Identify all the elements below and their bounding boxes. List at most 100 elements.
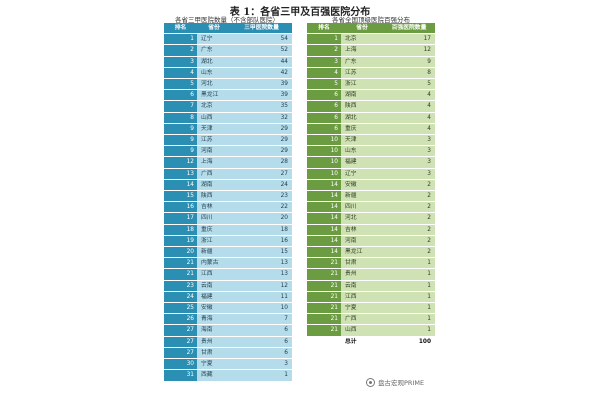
table-row: 14 湖南 24 [164, 179, 292, 192]
count-cell: 1 [231, 369, 292, 382]
rank-cell: 21 [164, 257, 197, 270]
rank-cell: 5 [307, 78, 341, 91]
count-cell: 29 [231, 134, 292, 147]
count-cell: 2 [383, 224, 435, 236]
count-cell: 6 [231, 347, 292, 360]
table-row: 17 四川 20 [164, 212, 292, 225]
province-cell: 重庆 [197, 224, 231, 236]
table-row: 21 内蒙古 13 [164, 257, 292, 270]
table-row: 14 新疆 2 [307, 190, 435, 203]
rank-cell: 14 [307, 212, 341, 225]
rank-cell: 21 [307, 324, 341, 337]
count-cell: 15 [231, 246, 292, 259]
table-row: 14 河南 2 [307, 235, 435, 248]
rank-cell: 6 [307, 100, 341, 113]
table-row: 5 河北 39 [164, 78, 292, 91]
province-cell: 甘肃 [341, 257, 383, 270]
table-row: 2 广东 52 [164, 44, 292, 57]
table-row: 6 重庆 4 [307, 123, 435, 136]
table-row: 21 山西 1 [307, 324, 435, 337]
province-cell: 青海 [197, 313, 231, 326]
rank-cell: 19 [164, 235, 197, 248]
province-cell: 河南 [197, 145, 231, 158]
table-row: 9 江苏 29 [164, 134, 292, 147]
count-cell: 13 [231, 257, 292, 270]
rank-cell: 18 [164, 224, 197, 236]
rank-cell: 21 [307, 268, 341, 281]
rank-cell: 8 [164, 112, 197, 124]
table-row: 21 贵州 1 [307, 268, 435, 281]
table-row: 3 广东 9 [307, 56, 435, 68]
province-cell: 湖南 [197, 179, 231, 192]
table-header-row: 排名 省份 三甲医院数量 [164, 23, 292, 35]
rank-cell: 10 [307, 145, 341, 158]
table-row: 21 广西 1 [307, 313, 435, 326]
table-row: 5 浙江 5 [307, 78, 435, 91]
rank-cell: 9 [164, 134, 197, 147]
table-row: 27 甘肃 6 [164, 347, 292, 360]
page-title: 表 1：各省三甲及百强医院分布 [229, 7, 371, 18]
count-cell: 39 [231, 78, 292, 91]
table-row: 10 天津 3 [307, 134, 435, 147]
count-cell: 11 [231, 291, 292, 304]
table-row: 2 上海 12 [307, 44, 435, 57]
province-cell: 广东 [197, 44, 231, 57]
province-cell: 山西 [197, 112, 231, 124]
province-cell: 内蒙古 [197, 257, 231, 270]
rank-cell: 7 [164, 100, 197, 113]
count-cell: 28 [231, 156, 292, 169]
province-cell: 贵州 [341, 268, 383, 281]
table-row: 6 湖南 4 [307, 89, 435, 102]
province-cell: 广西 [197, 168, 231, 180]
count-cell: 7 [231, 313, 292, 326]
province-cell: 安徽 [197, 302, 231, 315]
table-row: 27 贵州 6 [164, 336, 292, 348]
count-cell: 2 [383, 235, 435, 248]
rank-cell: 14 [307, 190, 341, 203]
province-cell: 湖南 [341, 89, 383, 102]
table-row: 30 宁夏 3 [164, 358, 292, 371]
province-cell: 重庆 [341, 123, 383, 136]
province-cell: 新疆 [341, 190, 383, 203]
count-cell: 54 [231, 33, 292, 46]
count-cell: 3 [383, 168, 435, 180]
count-cell: 32 [231, 112, 292, 124]
table-row: 1 北京 17 [307, 33, 435, 46]
table-row: 14 河北 2 [307, 212, 435, 225]
table-row: 12 上海 28 [164, 156, 292, 169]
province-cell: 广西 [341, 313, 383, 326]
rank-cell: 21 [307, 257, 341, 270]
province-cell: 河南 [341, 235, 383, 248]
province-cell: 广东 [341, 56, 383, 68]
count-cell: 2 [383, 179, 435, 192]
rank-cell: 6 [164, 89, 197, 102]
table-row: 16 吉林 22 [164, 201, 292, 214]
province-cell: 贵州 [197, 336, 231, 348]
rank-cell: 10 [307, 156, 341, 169]
count-cell: 5 [383, 78, 435, 91]
rank-cell: 9 [164, 123, 197, 136]
rank-cell: 6 [307, 123, 341, 136]
rank-cell: 14 [307, 201, 341, 214]
province-cell: 福建 [341, 156, 383, 169]
count-cell: 3 [231, 358, 292, 371]
rank-cell: 23 [164, 280, 197, 292]
province-cell: 辽宁 [197, 33, 231, 46]
province-cell: 上海 [341, 44, 383, 57]
table-row: 14 吉林 2 [307, 224, 435, 236]
count-cell: 44 [231, 56, 292, 68]
top100-hospitals-table: 排名 省份 百强医院数量 1 北京 17 2 上海 12 3 广东 9 4 江苏 8 5 浙江 5 6 湖南 4 6… [307, 23, 435, 347]
table-row: 18 重庆 18 [164, 224, 292, 236]
rank-cell: 20 [164, 246, 197, 259]
count-cell: 16 [231, 235, 292, 248]
table-row: 21 江西 13 [164, 268, 292, 281]
province-cell: 湖北 [341, 112, 383, 124]
province-cell: 湖北 [197, 56, 231, 68]
province-cell: 黑龙江 [197, 89, 231, 102]
province-cell: 天津 [197, 123, 231, 136]
count-cell: 1 [383, 302, 435, 315]
rank-cell: 16 [164, 201, 197, 214]
rank-cell: 21 [307, 313, 341, 326]
table-row: 4 江苏 8 [307, 67, 435, 80]
left-table-subtitle: 各省三甲医院数量（不含部队医院） [175, 16, 279, 24]
